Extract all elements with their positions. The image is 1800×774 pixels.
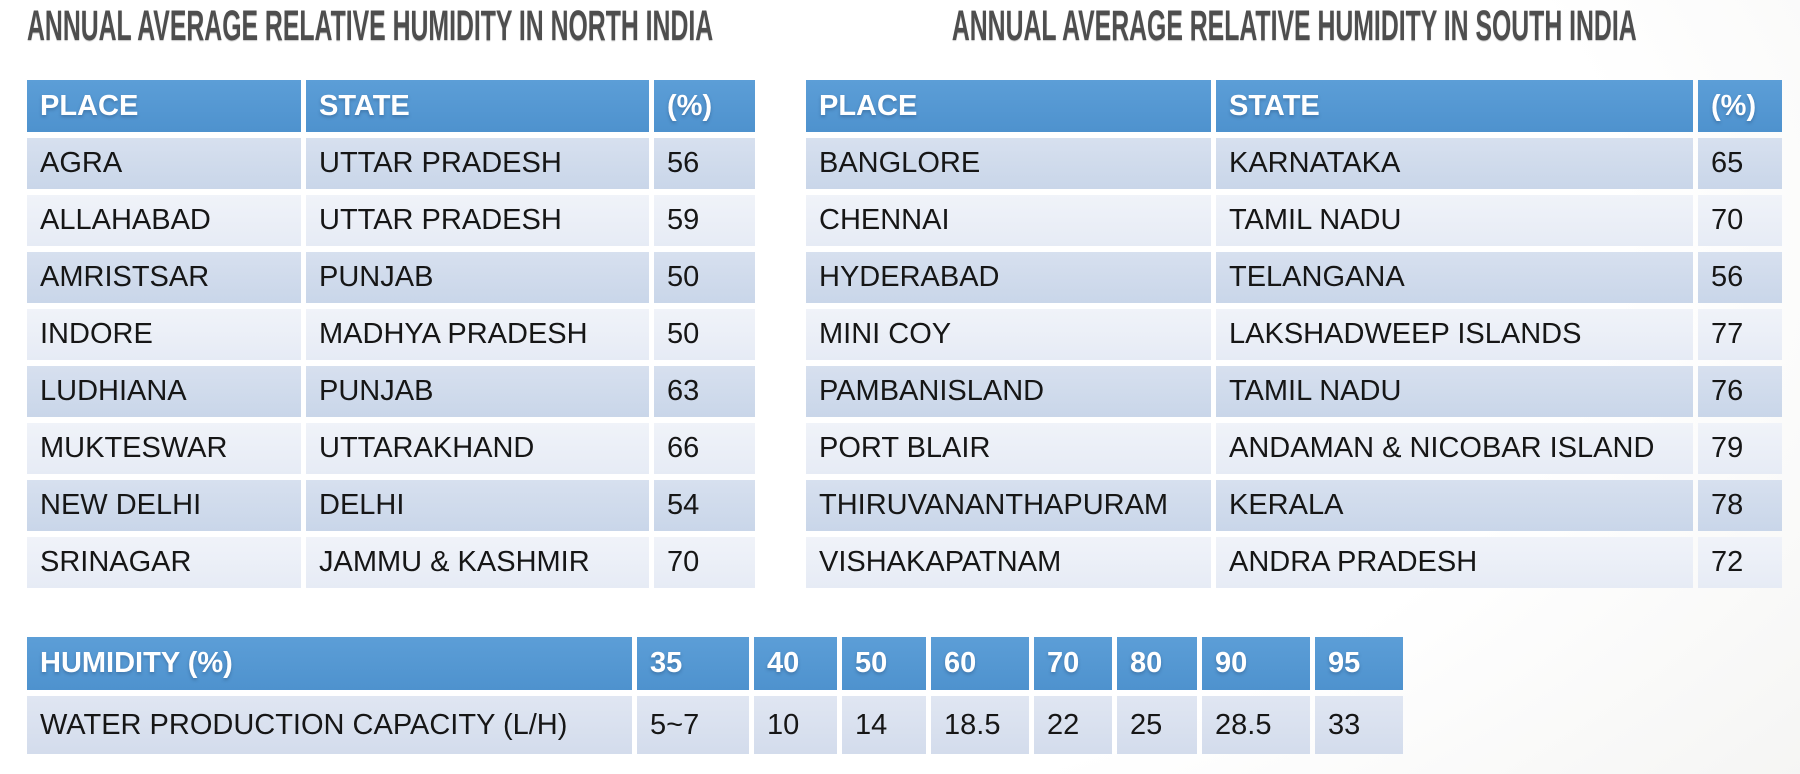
- table-cell-value: 70: [654, 537, 755, 588]
- table-cell-place: AMRISTSAR: [27, 252, 301, 303]
- column-header-place: PLACE: [27, 80, 301, 132]
- table-cell-state: DELHI: [306, 480, 649, 531]
- table-cell-value: 77: [1698, 309, 1782, 360]
- table-cell-value: 76: [1698, 366, 1782, 417]
- north-table-title-wrap: ANNUAL AVERAGE RELATIVE HUMIDITY IN NORT…: [27, 2, 755, 50]
- water-production-capacity-table: HUMIDITY (%) 35 40 50 60 70 80 90 95 WAT…: [27, 637, 1403, 754]
- humidity-value-header: 50: [842, 637, 926, 690]
- table-cell-value: 50: [654, 309, 755, 360]
- capacity-value: 18.5: [931, 696, 1029, 754]
- north-table-title: ANNUAL AVERAGE RELATIVE HUMIDITY IN NORT…: [27, 2, 714, 49]
- table-cell-state: TAMIL NADU: [1216, 195, 1693, 246]
- table-cell-value: 72: [1698, 537, 1782, 588]
- humidity-value-header: 40: [754, 637, 837, 690]
- table-cell-state: UTTAR PRADESH: [306, 195, 649, 246]
- table-cell-place: MINI COY: [806, 309, 1211, 360]
- table-cell-state: ANDRA PRADESH: [1216, 537, 1693, 588]
- table-cell-value: 59: [654, 195, 755, 246]
- row-header-humidity: HUMIDITY (%): [27, 637, 632, 690]
- table-cell-state: KERALA: [1216, 480, 1693, 531]
- table-cell-place: PORT BLAIR: [806, 423, 1211, 474]
- table-cell-value: 56: [654, 138, 755, 189]
- table-cell-value: 54: [654, 480, 755, 531]
- table-cell-state: UTTAR PRADESH: [306, 138, 649, 189]
- table-cell-state: PUNJAB: [306, 366, 649, 417]
- humidity-value-header: 35: [637, 637, 749, 690]
- table-cell-state: JAMMU & KASHMIR: [306, 537, 649, 588]
- table-cell-place: CHENNAI: [806, 195, 1211, 246]
- table-cell-state: LAKSHADWEEP ISLANDS: [1216, 309, 1693, 360]
- table-cell-state: PUNJAB: [306, 252, 649, 303]
- capacity-value: 28.5: [1202, 696, 1310, 754]
- table-cell-place: HYDERABAD: [806, 252, 1211, 303]
- capacity-value: 33: [1315, 696, 1403, 754]
- table-cell-place: INDORE: [27, 309, 301, 360]
- table-cell-value: 65: [1698, 138, 1782, 189]
- humidity-value-header: 95: [1315, 637, 1403, 690]
- table-cell-value: 66: [654, 423, 755, 474]
- capacity-value: 25: [1117, 696, 1197, 754]
- table-cell-place: NEW DELHI: [27, 480, 301, 531]
- table-cell-place: VISHAKAPATNAM: [806, 537, 1211, 588]
- table-cell-place: BANGLORE: [806, 138, 1211, 189]
- table-cell-state: TELANGANA: [1216, 252, 1693, 303]
- humidity-value-header: 60: [931, 637, 1029, 690]
- south-table-title: ANNUAL AVERAGE RELATIVE HUMIDITY IN SOUT…: [951, 2, 1637, 49]
- table-cell-place: PAMBANISLAND: [806, 366, 1211, 417]
- table-cell-value: 63: [654, 366, 755, 417]
- table-cell-value: 56: [1698, 252, 1782, 303]
- column-header-percent: (%): [1698, 80, 1782, 132]
- row-header-capacity: WATER PRODUCTION CAPACITY (L/H): [27, 696, 632, 754]
- table-cell-state: TAMIL NADU: [1216, 366, 1693, 417]
- column-header-state: STATE: [306, 80, 649, 132]
- south-humidity-table: PLACE STATE (%) BANGLORE KARNATAKA 65 CH…: [806, 80, 1782, 588]
- humidity-value-header: 70: [1034, 637, 1112, 690]
- table-cell-state: KARNATAKA: [1216, 138, 1693, 189]
- table-cell-value: 79: [1698, 423, 1782, 474]
- table-cell-place: MUKTESWAR: [27, 423, 301, 474]
- table-cell-value: 78: [1698, 480, 1782, 531]
- table-cell-value: 70: [1698, 195, 1782, 246]
- capacity-value: 22: [1034, 696, 1112, 754]
- table-cell-value: 50: [654, 252, 755, 303]
- column-header-place: PLACE: [806, 80, 1211, 132]
- capacity-value: 14: [842, 696, 926, 754]
- table-cell-state: ANDAMAN & NICOBAR ISLAND: [1216, 423, 1693, 474]
- table-cell-place: SRINAGAR: [27, 537, 301, 588]
- table-cell-state: UTTARAKHAND: [306, 423, 649, 474]
- column-header-percent: (%): [654, 80, 755, 132]
- capacity-value: 5~7: [637, 696, 749, 754]
- table-cell-place: THIRUVANANTHAPURAM: [806, 480, 1211, 531]
- north-humidity-table: PLACE STATE (%) AGRA UTTAR PRADESH 56 AL…: [27, 80, 755, 588]
- capacity-value: 10: [754, 696, 837, 754]
- table-cell-state: MADHYA PRADESH: [306, 309, 649, 360]
- column-header-state: STATE: [1216, 80, 1693, 132]
- humidity-value-header: 90: [1202, 637, 1310, 690]
- humidity-value-header: 80: [1117, 637, 1197, 690]
- south-table-title-wrap: ANNUAL AVERAGE RELATIVE HUMIDITY IN SOUT…: [806, 2, 1782, 50]
- table-cell-place: LUDHIANA: [27, 366, 301, 417]
- table-cell-place: AGRA: [27, 138, 301, 189]
- table-cell-place: ALLAHABAD: [27, 195, 301, 246]
